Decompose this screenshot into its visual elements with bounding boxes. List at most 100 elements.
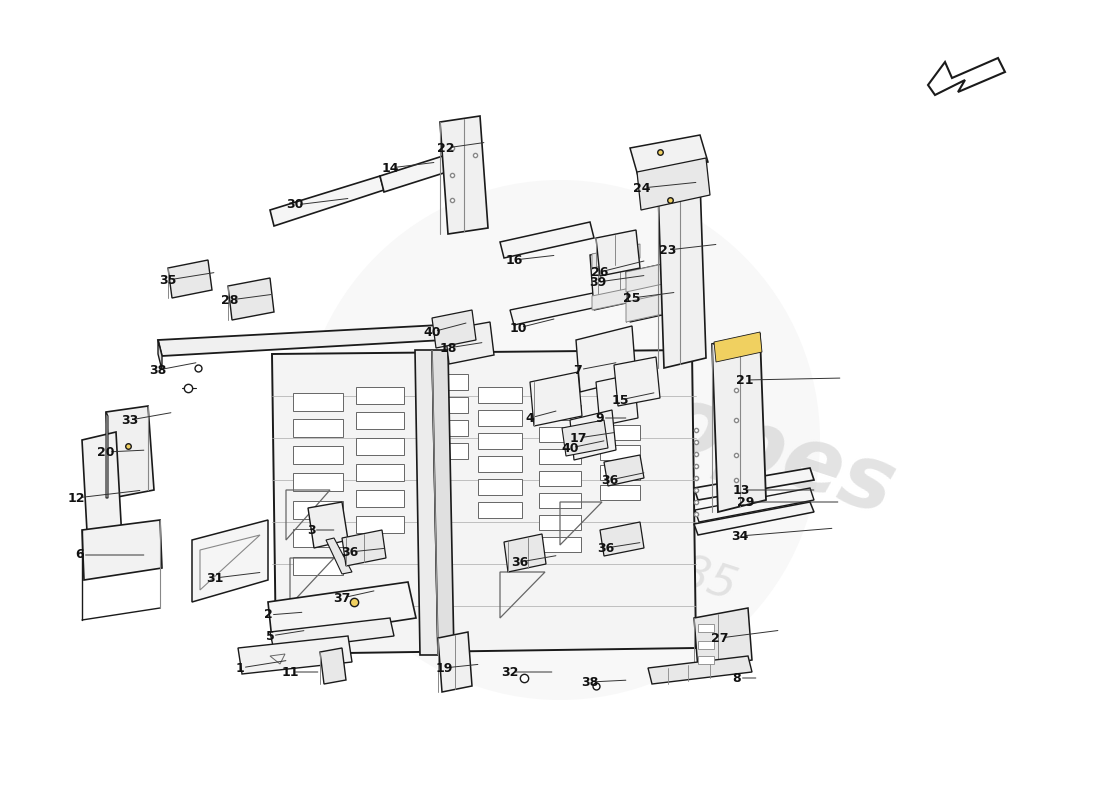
Text: 12: 12 [67, 491, 85, 505]
Text: 39: 39 [590, 275, 606, 289]
Polygon shape [570, 410, 616, 460]
Bar [539, 537, 581, 551]
Bar [600, 485, 640, 499]
Polygon shape [106, 412, 108, 498]
Polygon shape [600, 522, 643, 556]
Text: 8: 8 [733, 671, 741, 685]
Text: 23: 23 [659, 243, 676, 257]
Text: 4: 4 [526, 411, 535, 425]
Bar [698, 656, 714, 664]
Polygon shape [504, 534, 546, 572]
Bar [478, 502, 522, 518]
Bar [478, 479, 522, 495]
Polygon shape [592, 286, 640, 310]
Text: 15: 15 [612, 394, 629, 406]
Bar [356, 411, 404, 429]
Bar [539, 449, 581, 463]
Polygon shape [342, 530, 386, 566]
Bar [356, 515, 404, 533]
Bar [539, 514, 581, 530]
Polygon shape [592, 244, 640, 268]
Text: 21: 21 [736, 374, 754, 386]
Text: 37: 37 [333, 591, 351, 605]
Bar [293, 557, 343, 575]
Text: 34: 34 [732, 530, 749, 542]
Polygon shape [158, 325, 444, 356]
Bar [356, 438, 404, 454]
Text: 9: 9 [596, 411, 604, 425]
Polygon shape [238, 636, 352, 674]
Text: 6: 6 [76, 549, 85, 562]
Polygon shape [438, 632, 472, 692]
Polygon shape [626, 262, 672, 292]
Polygon shape [82, 520, 162, 580]
Text: 36: 36 [512, 555, 529, 569]
Text: 25: 25 [624, 291, 640, 305]
Text: 18: 18 [439, 342, 456, 354]
Bar [539, 493, 581, 507]
Text: since 1985: since 1985 [497, 492, 742, 608]
Text: 1: 1 [235, 662, 244, 674]
Bar [478, 387, 522, 403]
Text: 30: 30 [286, 198, 304, 211]
Polygon shape [446, 322, 494, 364]
Polygon shape [604, 455, 644, 486]
Polygon shape [82, 432, 122, 550]
Polygon shape [308, 502, 348, 548]
Bar [600, 465, 640, 479]
Text: 22: 22 [438, 142, 454, 154]
Polygon shape [637, 158, 710, 210]
Bar [293, 446, 343, 464]
Bar [698, 624, 714, 632]
Text: 29: 29 [737, 495, 755, 509]
Bar [356, 463, 404, 481]
Polygon shape [379, 148, 472, 192]
Polygon shape [432, 310, 476, 348]
Polygon shape [596, 374, 638, 426]
Bar [356, 490, 404, 506]
Text: 5: 5 [265, 630, 274, 642]
Text: 38: 38 [582, 675, 598, 689]
Polygon shape [326, 538, 352, 574]
Polygon shape [596, 230, 640, 276]
Text: 33: 33 [121, 414, 139, 426]
Text: 20: 20 [97, 446, 114, 458]
Polygon shape [272, 350, 696, 654]
Polygon shape [712, 334, 766, 512]
Polygon shape [714, 332, 762, 362]
Text: 13: 13 [733, 483, 750, 497]
Text: 36: 36 [341, 546, 359, 558]
Bar [478, 410, 522, 426]
Polygon shape [614, 357, 660, 406]
Text: 40: 40 [424, 326, 441, 338]
Text: 31: 31 [207, 571, 223, 585]
Polygon shape [510, 292, 602, 325]
Bar [422, 374, 468, 390]
Text: 32: 32 [502, 666, 519, 678]
Text: 40: 40 [561, 442, 579, 454]
Text: 2: 2 [264, 609, 273, 622]
Bar [422, 397, 468, 413]
Text: 28: 28 [221, 294, 239, 306]
Polygon shape [106, 406, 154, 498]
Polygon shape [694, 502, 814, 535]
Text: 19: 19 [436, 662, 453, 674]
Polygon shape [626, 262, 676, 322]
Bar [539, 405, 581, 419]
Text: 17: 17 [570, 431, 586, 445]
Text: 3: 3 [307, 523, 316, 537]
Polygon shape [630, 135, 708, 176]
Polygon shape [694, 608, 752, 670]
Polygon shape [530, 372, 582, 426]
Polygon shape [192, 520, 268, 602]
Bar [422, 443, 468, 459]
Bar [293, 529, 343, 547]
Circle shape [300, 180, 820, 700]
Polygon shape [415, 350, 438, 655]
Polygon shape [658, 180, 706, 368]
Polygon shape [270, 618, 394, 651]
Polygon shape [158, 340, 162, 370]
Polygon shape [562, 420, 608, 456]
Bar [698, 641, 714, 649]
Bar [539, 426, 581, 442]
